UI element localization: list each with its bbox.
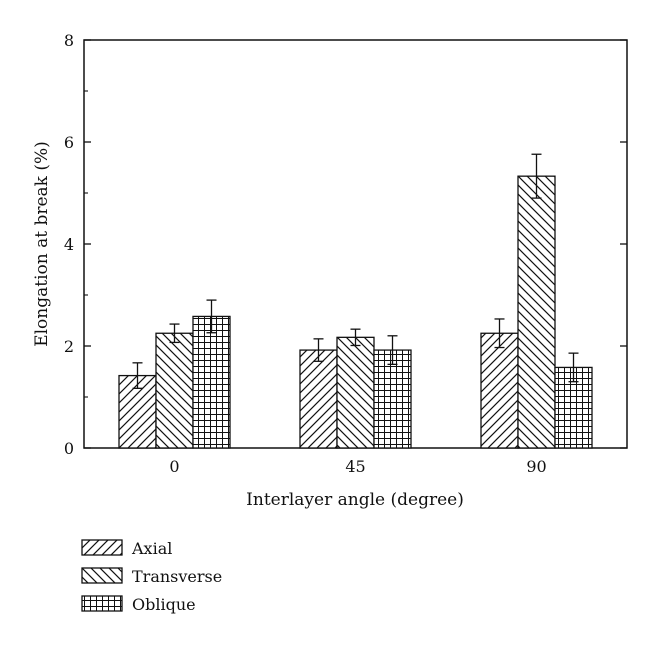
y-axis: 0 2 4 6 8 — [64, 31, 627, 458]
legend-label-transverse: Transverse — [132, 567, 222, 586]
y-tick-label: 0 — [64, 439, 74, 458]
y-axis-label: Elongation at break (%) — [32, 141, 52, 347]
legend-label-axial: Axial — [131, 539, 172, 558]
legend-swatch-transverse — [81, 567, 123, 584]
x-axis-label: Interlayer angle (degree) — [246, 490, 464, 510]
legend: Axial Transverse Oblique — [81, 539, 222, 614]
legend-swatch-oblique — [81, 595, 123, 612]
x-tick-label: 0 — [169, 457, 179, 476]
bar-transverse-0 — [155, 332, 194, 449]
x-tick-label: 45 — [345, 457, 365, 476]
bar-oblique-45 — [373, 349, 412, 449]
y-tick-label: 4 — [64, 235, 74, 254]
error-bars — [132, 153, 579, 389]
bar-axial-90 — [480, 332, 519, 449]
legend-label-oblique: Oblique — [132, 595, 196, 614]
y-tick-label: 2 — [64, 337, 74, 356]
bar-transverse-45 — [336, 336, 375, 449]
bars — [118, 175, 593, 449]
x-tick-label: 90 — [526, 457, 546, 476]
bar-oblique-0 — [192, 315, 231, 449]
bar-transverse-90 — [517, 175, 556, 449]
legend-swatch-axial — [81, 539, 123, 556]
y-tick-label: 8 — [64, 31, 74, 50]
bar-axial-45 — [299, 349, 338, 449]
y-tick-label: 6 — [64, 133, 74, 152]
